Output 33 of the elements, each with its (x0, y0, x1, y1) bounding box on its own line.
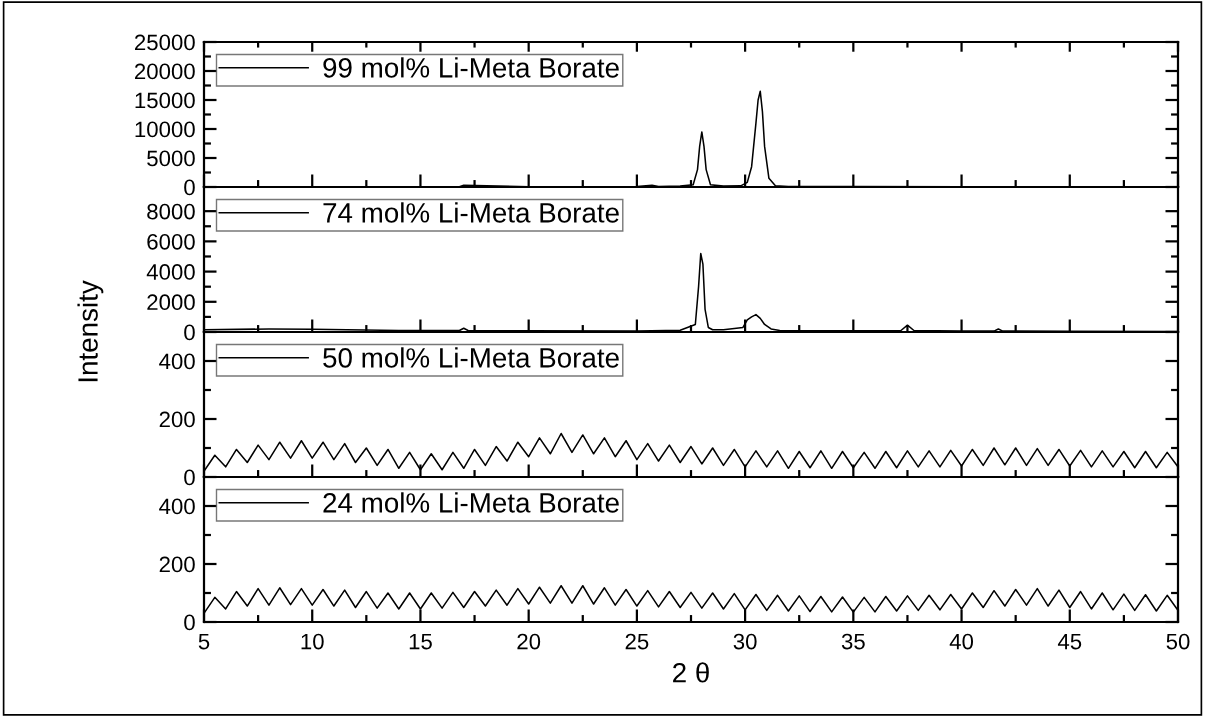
x-tick-label: 30 (733, 633, 757, 650)
y-tick-label: 8000 (147, 203, 195, 220)
y-tick-label: 20000 (135, 63, 195, 80)
legend-label: 24 mol% Li-Meta Borate (323, 492, 619, 513)
y-tick-label: 200 (159, 556, 195, 573)
y-axis-title: Intensity (77, 280, 104, 382)
y-tick-label: 0 (184, 614, 195, 631)
legend-label: 50 mol% Li-Meta Borate (323, 347, 619, 368)
y-tick-label: 0 (184, 179, 195, 196)
x-tick-label: 40 (949, 633, 974, 650)
y-tick-label: 200 (159, 411, 195, 428)
y-tick-label: 4000 (146, 264, 195, 280)
x-tick-label: 35 (841, 633, 865, 650)
y-tick-label: 15000 (135, 92, 195, 109)
legend-label: 99 mol% Li-Meta Borate (323, 57, 619, 78)
y-tick-label: 0 (184, 324, 195, 341)
y-tick-label: 6000 (147, 233, 195, 250)
x-tick-label: 5 (198, 633, 210, 650)
y-tick-label: 25000 (135, 34, 195, 51)
y-tick-label: 400 (159, 498, 195, 515)
x-tick-label: 10 (301, 633, 324, 650)
x-tick-label: 45 (1057, 633, 1082, 650)
x-tick-label: 25 (625, 633, 649, 650)
x-tick-label: 20 (517, 633, 541, 650)
x-axis-title: 2 θ (673, 662, 709, 683)
y-tick-label: 10000 (135, 121, 195, 138)
legend-label: 74 mol% Li-Meta Borate (323, 202, 619, 223)
y-tick-label: 5000 (147, 150, 195, 167)
y-tick-label: 2000 (147, 294, 195, 311)
x-tick-label: 15 (409, 633, 432, 650)
y-tick-label: 0 (184, 469, 195, 486)
x-tick-label: 50 (1166, 633, 1190, 650)
y-tick-label: 400 (159, 353, 195, 370)
